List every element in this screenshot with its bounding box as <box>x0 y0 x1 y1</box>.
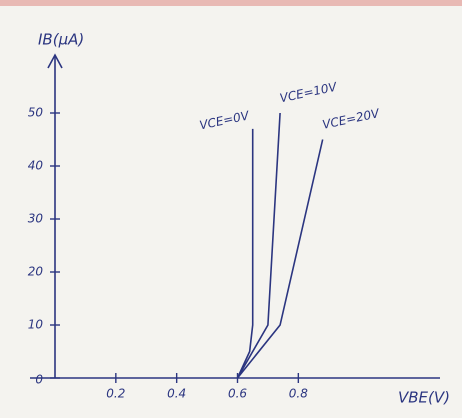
y-tick-label: 0 <box>35 373 43 387</box>
page: IB(μA) VBE(V) 0 10 20 30 40 50 0.2 0.4 0.6 0.8 VCE… <box>0 0 462 418</box>
x-tick-label: 0.6 <box>228 387 247 401</box>
x-tick-label: 0.2 <box>106 387 125 401</box>
y-tick-label: 20 <box>28 265 44 279</box>
series-label: VCE=10V <box>279 80 339 106</box>
x-tick-label: 0.4 <box>167 387 186 401</box>
x-axis-label: VBE(V) <box>398 389 450 407</box>
chart: IB(μA) VBE(V) 0 10 20 30 40 50 0.2 0.4 0.6 0.8 VCE… <box>0 0 462 418</box>
y-axis-label: IB(μA) <box>38 31 84 49</box>
y-tick-label: 50 <box>28 106 44 120</box>
x-tick-label: 0.8 <box>289 387 308 401</box>
y-tick-label: 30 <box>28 212 44 226</box>
paper-edge <box>0 0 462 6</box>
curve <box>238 129 253 378</box>
series-label: VCE=20V <box>321 106 381 132</box>
y-tick-label: 10 <box>28 318 44 332</box>
curve <box>238 113 281 378</box>
y-tick-label: 40 <box>28 159 44 173</box>
series-label: VCE=0V <box>198 108 251 132</box>
